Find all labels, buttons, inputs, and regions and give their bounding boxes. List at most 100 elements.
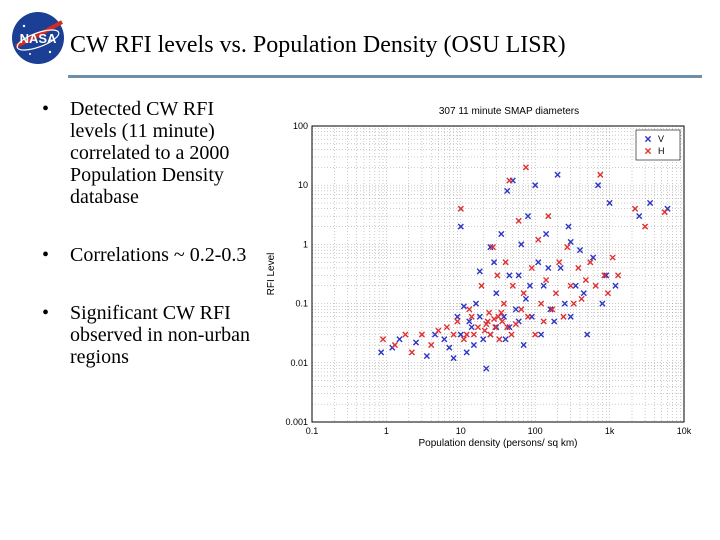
data-point (460, 336, 467, 343)
data-point (446, 344, 453, 351)
y-axis: 100 10 1 0.1 0.01 0.001 (285, 121, 308, 427)
data-point (506, 177, 513, 184)
bullet-text: Significant CW RFI observed in non-urban… (70, 302, 250, 368)
data-point (614, 272, 622, 279)
data-point (606, 199, 613, 207)
y-tick-label: 100 (293, 121, 308, 131)
data-point (570, 300, 577, 307)
data-point (470, 331, 477, 338)
data-point (391, 341, 398, 349)
x-axis: 0.1 1 10 100 1k 10k (306, 426, 692, 436)
data-point (547, 306, 554, 313)
legend-label: H (658, 146, 665, 156)
data-point (642, 223, 649, 230)
data-point (545, 264, 552, 272)
data-point (496, 336, 503, 343)
data-point (408, 349, 415, 356)
page-title: CW RFI levels vs. Population Density (OS… (70, 32, 566, 58)
x-tick-label: 10 (456, 426, 466, 436)
data-point (402, 331, 409, 338)
data-point (500, 300, 508, 307)
data-point (520, 341, 527, 349)
y-tick-label: 0.001 (285, 417, 308, 427)
data-point (490, 315, 498, 323)
data-point (582, 276, 589, 284)
data-point (443, 324, 450, 331)
data-point (498, 230, 505, 238)
data-point (480, 336, 487, 343)
data-point (463, 331, 470, 338)
data-point (564, 244, 571, 251)
data-point (428, 341, 435, 349)
data-point (565, 223, 572, 230)
series-H (379, 164, 668, 356)
data-point (466, 306, 473, 313)
data-point (636, 213, 643, 220)
data-point (476, 268, 483, 275)
data-point (412, 339, 420, 346)
data-point (509, 282, 516, 289)
data-point (526, 282, 534, 289)
data-point (518, 306, 525, 313)
data-point (515, 272, 522, 279)
data-point (535, 259, 542, 266)
series-V (378, 171, 671, 372)
data-point (528, 264, 535, 272)
x-tick-label: 1 (384, 426, 389, 436)
data-point (493, 290, 500, 297)
data-point (522, 295, 529, 303)
data-point (572, 282, 579, 289)
data-point (520, 290, 527, 297)
x-tick-label: 100 (528, 426, 543, 436)
data-point (540, 318, 547, 325)
data-point (599, 300, 606, 307)
y-tick-label: 1 (303, 239, 308, 249)
data-point (603, 272, 610, 279)
y-tick-label: 0.01 (290, 358, 308, 368)
data-point (597, 171, 604, 178)
bullet-item: • Detected CW RFI levels (11 minute) corr… (42, 98, 230, 208)
x-axis-label: Population density (persons/ sq km) (419, 438, 578, 449)
data-point (537, 331, 545, 338)
data-point (454, 318, 461, 325)
bullet-item: • Significant CW RFI observed in non-urba… (42, 302, 250, 368)
data-point (450, 355, 457, 362)
data-point (578, 295, 585, 303)
legend-marker (644, 135, 652, 143)
data-point (423, 352, 430, 360)
x-tick-label: 10k (677, 426, 692, 436)
data-point (584, 331, 591, 338)
data-point (580, 290, 587, 297)
data-point (457, 331, 464, 338)
data-point (466, 318, 473, 325)
data-point (567, 238, 574, 246)
bullet-item: • Correlations ~ 0.2-0.3 (42, 244, 247, 266)
data-point (535, 236, 542, 243)
data-point (609, 254, 616, 261)
data-point (457, 223, 464, 230)
data-point (552, 290, 560, 297)
data-point (474, 324, 482, 331)
legend-box (635, 129, 681, 161)
data-point (502, 336, 509, 343)
data-point (472, 300, 480, 307)
data-point (545, 213, 552, 220)
data-point (493, 324, 500, 331)
data-point (576, 247, 584, 254)
data-point (500, 313, 508, 320)
data-point (485, 309, 493, 316)
data-point (540, 282, 547, 289)
data-point (454, 313, 461, 320)
data-point (549, 306, 556, 313)
data-point (502, 259, 509, 266)
data-point (646, 199, 654, 207)
data-point (532, 331, 539, 338)
legend-label: V (658, 134, 664, 144)
data-point (490, 259, 498, 266)
data-point (499, 318, 506, 325)
data-point (504, 324, 511, 331)
data-point (518, 241, 525, 248)
x-tick-label: 1k (605, 426, 615, 436)
data-point (589, 254, 597, 261)
scatter-chart: 307 11 minute SMAP diameters 1001010.10.… (266, 106, 692, 449)
